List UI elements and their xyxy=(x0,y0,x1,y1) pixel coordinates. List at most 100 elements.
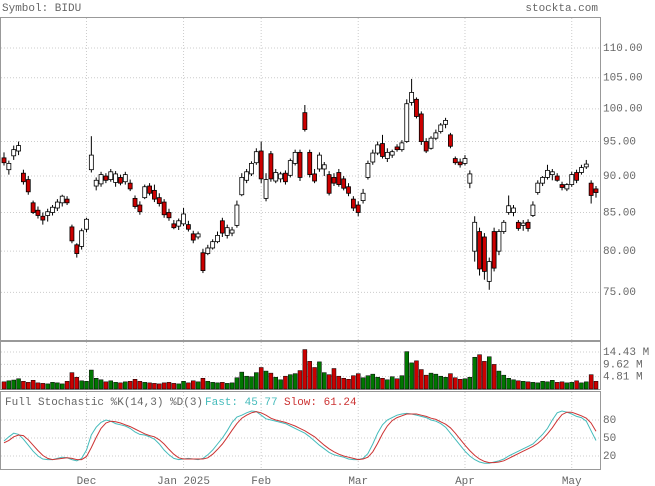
candle-body xyxy=(409,92,415,103)
candle-body xyxy=(404,103,410,142)
volume-bar xyxy=(336,375,342,390)
volume-bar xyxy=(210,382,215,390)
candle-body xyxy=(462,158,468,164)
volume-bar xyxy=(584,381,589,390)
volume-bar xyxy=(511,379,516,390)
candle-body xyxy=(263,179,269,199)
volume-bar xyxy=(244,375,249,390)
volume-bar xyxy=(89,369,94,390)
candle-body xyxy=(448,134,453,147)
candle-body xyxy=(593,188,599,193)
volume-bar xyxy=(186,382,191,390)
volume-bar xyxy=(380,377,385,390)
candle-body xyxy=(278,173,283,180)
stochastic-title: Full Stochastic %K(14,3) %D(3) xyxy=(5,397,203,409)
volume-bar xyxy=(317,361,322,390)
volume-bar xyxy=(118,382,123,390)
volume-bar xyxy=(161,382,167,390)
candle-body xyxy=(515,221,521,229)
y-tick-label: 105.00 xyxy=(603,73,643,85)
x-tick-label: May xyxy=(562,476,582,486)
candle-body xyxy=(481,236,487,272)
candle-body xyxy=(74,244,80,254)
candle-body xyxy=(1,157,7,164)
candle-body xyxy=(491,231,497,269)
candle-body xyxy=(321,164,327,170)
y-tick-label: 20 xyxy=(603,451,616,463)
volume-bar xyxy=(520,381,526,390)
volume-bar xyxy=(438,375,443,390)
y-tick-label: 4.81 M xyxy=(603,372,643,384)
candle-body xyxy=(210,241,216,249)
volume-bar xyxy=(273,376,278,390)
volume-bar xyxy=(224,383,230,390)
candle-body xyxy=(195,233,201,238)
candle-body xyxy=(477,231,482,270)
y-tick-label: 110.00 xyxy=(603,43,643,55)
candle-body xyxy=(176,220,182,227)
x-tick-label: Jan 2025 xyxy=(157,476,210,486)
candle-body xyxy=(268,153,274,180)
volume-bar xyxy=(79,380,84,390)
volume-bar xyxy=(297,370,303,390)
candle-body xyxy=(564,184,570,190)
volume-bar xyxy=(278,379,283,390)
candle-body xyxy=(496,231,502,252)
candle-body xyxy=(380,143,385,157)
candle-body xyxy=(21,172,26,183)
candle-body xyxy=(394,146,400,151)
candle-body xyxy=(224,227,230,236)
candle-body xyxy=(549,171,555,176)
volume-bar xyxy=(360,377,366,390)
x-tick-label: Apr xyxy=(455,476,475,486)
volume-bar xyxy=(394,378,400,390)
candle-body xyxy=(341,178,347,189)
volume-bar xyxy=(365,375,371,390)
volume-bar xyxy=(399,375,405,390)
volume-bar xyxy=(249,376,254,390)
candle-body xyxy=(25,179,31,193)
candle-body xyxy=(365,162,371,178)
volume-bar xyxy=(404,351,410,390)
volume-bar xyxy=(283,375,288,390)
candle-body xyxy=(501,221,507,232)
candle-body xyxy=(122,174,128,183)
volume-bar xyxy=(419,369,424,390)
volume-bar xyxy=(448,373,453,390)
candle-body xyxy=(545,169,550,178)
candle-body xyxy=(229,229,235,234)
candle-body xyxy=(418,113,424,142)
candle-body xyxy=(467,173,473,184)
volume-bar xyxy=(375,376,380,390)
candle-body xyxy=(45,211,51,216)
volume-bar xyxy=(93,377,99,390)
volume-bar xyxy=(579,382,584,390)
volume-bar xyxy=(103,381,109,390)
volume-bar xyxy=(108,380,114,390)
candle-body xyxy=(35,209,41,216)
volume-bar xyxy=(113,382,118,390)
volume-bar xyxy=(147,382,152,390)
volume-bar xyxy=(166,382,172,390)
volume-bar xyxy=(254,372,259,390)
candle-body xyxy=(11,149,17,157)
volume-bar xyxy=(477,354,482,390)
candle-body xyxy=(88,154,94,171)
candle-body xyxy=(30,202,36,213)
volume-bar xyxy=(341,377,346,390)
volume-bar xyxy=(137,381,143,390)
volume-bar xyxy=(11,379,16,390)
volume-bar xyxy=(40,383,46,390)
candle-body xyxy=(113,173,119,183)
candle-body xyxy=(399,142,405,151)
candle-body xyxy=(540,177,546,184)
x-tick-label: Dec xyxy=(77,476,97,486)
candle-body xyxy=(166,212,172,219)
volume-bar xyxy=(326,374,332,390)
candle-body xyxy=(161,201,167,216)
volume-bar xyxy=(195,381,201,390)
volume-bar xyxy=(84,381,89,390)
volume-bar xyxy=(123,381,128,390)
candle-body xyxy=(239,177,245,196)
